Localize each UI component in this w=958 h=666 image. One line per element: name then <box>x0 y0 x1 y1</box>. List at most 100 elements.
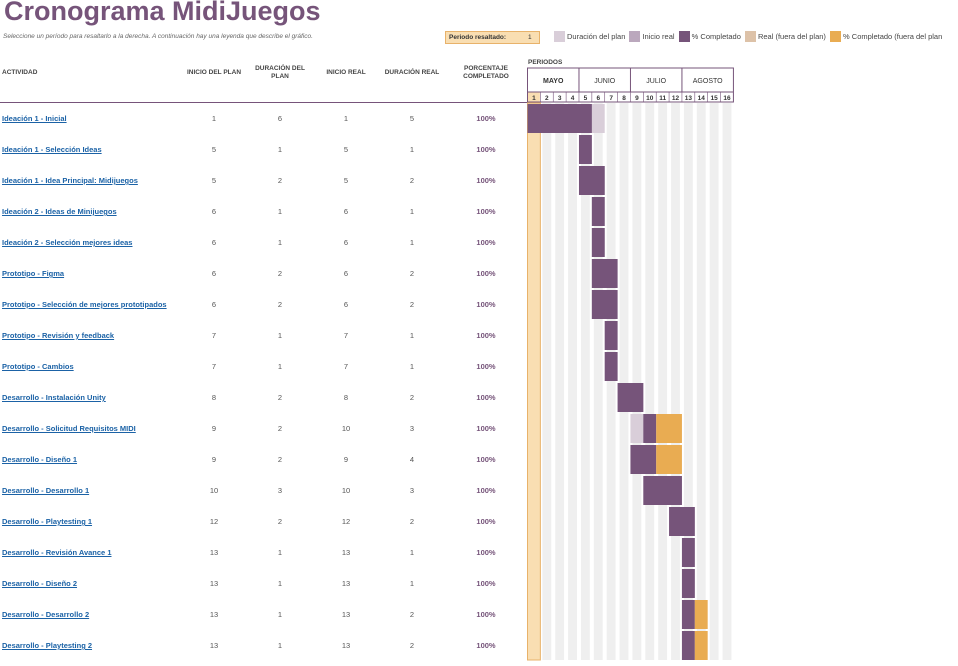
actual-start: 1 <box>343 114 349 123</box>
activity-name[interactable]: Prototipo - Figma <box>2 269 65 278</box>
actual-start: 9 <box>343 455 349 464</box>
plan-duration: 3 <box>277 486 283 495</box>
activity-name[interactable]: Ideación 1 - Inicial <box>2 114 67 123</box>
period-number: 4 <box>571 95 575 102</box>
legend-swatch-plan-duration <box>554 31 565 42</box>
plan-start: 12 <box>209 517 219 526</box>
activity-name[interactable]: Desarrollo - Playtesting 1 <box>2 517 93 526</box>
bar-complete <box>630 445 657 474</box>
activity-name[interactable]: Desarrollo - Instalación Unity <box>2 393 106 402</box>
actual-start: 13 <box>341 641 351 650</box>
bar-complete <box>617 383 644 412</box>
actual-start: 5 <box>343 176 349 185</box>
actual-duration: 2 <box>409 610 415 619</box>
percent-complete: 100% <box>476 579 496 588</box>
plan-duration: 2 <box>277 455 283 464</box>
legend-item-complete: % Completado <box>678 31 741 42</box>
period-number: 11 <box>659 95 666 102</box>
activity-name[interactable]: Ideación 1 - Idea Principal: Midijuegos <box>2 176 138 185</box>
header-actual-start: INICIO REAL <box>326 69 366 76</box>
highlighted-period-column <box>527 102 541 661</box>
plan-start: 13 <box>209 548 219 557</box>
period-column <box>619 103 629 660</box>
period-column <box>683 103 693 660</box>
actual-start: 10 <box>341 424 351 433</box>
plan-start: 13 <box>209 579 219 588</box>
plan-start: 6 <box>211 238 217 247</box>
percent-complete: 100% <box>476 455 496 464</box>
period-selector-value[interactable]: 1 <box>528 34 532 41</box>
activity-name[interactable]: Prototipo - Cambios <box>2 362 74 371</box>
percent-complete: 100% <box>476 331 496 340</box>
plan-duration: 2 <box>277 393 283 402</box>
actual-duration: 5 <box>409 114 415 123</box>
plan-duration: 1 <box>277 579 283 588</box>
plan-start: 6 <box>211 269 217 278</box>
activity-name[interactable]: Desarrollo - Solicitud Requisitos MIDI <box>2 424 136 433</box>
plan-start: 9 <box>211 424 217 433</box>
activity-name[interactable]: Ideación 2 - Ideas de Minijuegos <box>2 207 117 216</box>
activity-name[interactable]: Prototipo - Revisión y feedback <box>2 331 115 340</box>
activity-name[interactable]: Ideación 1 - Selección Ideas <box>2 145 102 154</box>
plan-duration: 1 <box>277 238 283 247</box>
actual-duration: 1 <box>409 579 415 588</box>
plan-start: 7 <box>211 362 217 371</box>
plan-duration: 1 <box>277 641 283 650</box>
plan-duration: 1 <box>277 207 283 216</box>
activity-name[interactable]: Desarrollo - Desarrollo 1 <box>2 486 90 495</box>
period-column <box>722 103 732 660</box>
activity-name[interactable]: Desarrollo - Diseño 1 <box>2 455 78 464</box>
plan-duration: 2 <box>277 424 283 433</box>
legend-swatch-complete <box>678 31 690 42</box>
actual-start: 6 <box>343 238 349 247</box>
legend-label-plan-duration: Duración del plan <box>567 32 626 41</box>
activity-name[interactable]: Ideación 2 - Selección mejores ideas <box>2 238 133 247</box>
header-periods: PERIODOS <box>528 59 563 66</box>
plan-start: 8 <box>211 393 217 402</box>
period-number: 14 <box>698 95 706 102</box>
actual-duration: 1 <box>409 362 415 371</box>
activity-name[interactable]: Desarrollo - Desarrollo 2 <box>2 610 90 619</box>
bar-complete <box>681 600 695 629</box>
percent-complete: 100% <box>476 300 496 309</box>
actual-duration: 1 <box>409 548 415 557</box>
percent-complete: 100% <box>476 641 496 650</box>
actual-duration: 4 <box>409 455 415 464</box>
percent-complete: 100% <box>476 393 496 402</box>
period-selector[interactable]: Periodo resaltado: 1 <box>445 31 540 44</box>
period-number: 6 <box>596 95 600 102</box>
bar-complete <box>578 166 605 195</box>
actual-duration: 2 <box>409 393 415 402</box>
activity-name[interactable]: Desarrollo - Playtesting 2 <box>2 641 93 650</box>
bar-complete <box>643 476 682 505</box>
month-label: AGOSTO <box>693 78 723 85</box>
actual-start: 6 <box>343 300 349 309</box>
actual-start: 13 <box>341 548 351 557</box>
period-column <box>671 103 680 660</box>
plan-duration: 2 <box>277 300 283 309</box>
plan-start: 5 <box>211 176 217 185</box>
header-percent: PORCENTAJE COMPLETADO <box>463 65 509 80</box>
activity-name[interactable]: Desarrollo - Revisión Avance 1 <box>2 548 112 557</box>
plan-duration: 2 <box>277 269 283 278</box>
percent-complete: 100% <box>476 238 496 247</box>
percent-complete: 100% <box>476 269 496 278</box>
activity-name[interactable]: Desarrollo - Diseño 2 <box>2 579 78 588</box>
actual-duration: 3 <box>409 486 415 495</box>
legend-label-complete: % Completado <box>691 32 741 41</box>
actual-duration: 2 <box>409 517 415 526</box>
bar-complete <box>681 569 695 598</box>
activity-name[interactable]: Prototipo - Selección de mejores prototi… <box>2 300 167 309</box>
plan-duration: 1 <box>277 610 283 619</box>
legend-item-actual-out: Real (fuera del plan) <box>744 31 826 42</box>
actual-start: 7 <box>343 362 349 371</box>
plan-start: 9 <box>211 455 217 464</box>
actual-duration: 3 <box>409 424 415 433</box>
period-column <box>580 103 590 660</box>
period-number: 1 <box>532 95 536 102</box>
percent-complete: 100% <box>476 610 496 619</box>
bar-complete <box>591 228 605 257</box>
actual-start: 12 <box>341 517 351 526</box>
plan-start: 10 <box>209 486 219 495</box>
highlighted-period-cell <box>528 92 540 102</box>
